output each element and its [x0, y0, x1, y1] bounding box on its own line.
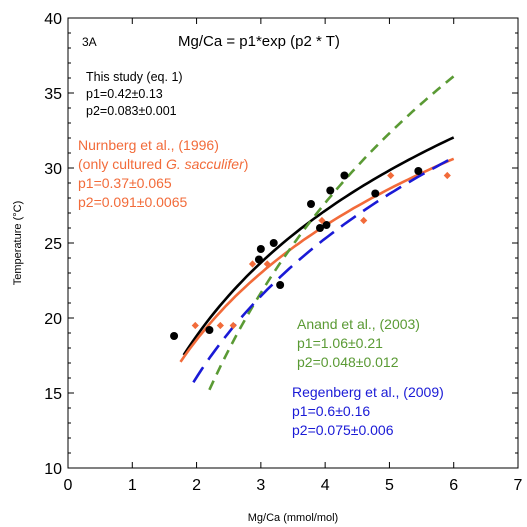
nurnberg-note: (only cultured G. sacculifer) [78, 156, 248, 172]
data-point-diamond [443, 171, 451, 180]
panel-label: 3A [82, 35, 97, 49]
x-tick-label: 6 [449, 477, 458, 494]
data-point-circle [307, 200, 315, 208]
plot-frame [67, 17, 519, 469]
this-study-title: This study (eq. 1) [86, 70, 183, 84]
data-point-diamond [191, 321, 199, 330]
nurnberg-title: Nurnberg et al., (1996) [78, 137, 219, 153]
x-tick-label: 3 [256, 477, 265, 494]
fit-curve-solid [179, 157, 455, 363]
x-tick-label: 0 [64, 477, 73, 494]
nurnberg-annotation: Nurnberg et al., (1996) (only cultured G… [78, 137, 248, 210]
data-point-diamond [318, 216, 326, 225]
y-tick-label: 25 [44, 236, 62, 253]
data-point-circle [254, 255, 263, 264]
nurnberg-note-species: G. sacculifer [166, 156, 245, 172]
data-point-circle [256, 245, 265, 253]
data-point-circle [205, 326, 214, 334]
data-point-circle [326, 186, 335, 195]
plot-area [67, 17, 519, 469]
regenberg-p2: p2=0.075±0.006 [292, 422, 394, 438]
x-axis-label: Mg/Ca (mmol/mol) [248, 512, 338, 524]
regenberg-p1: p1=0.6±0.16 [292, 403, 370, 419]
data-point-diamond [216, 321, 224, 330]
nurnberg-p1: p1=0.37±0.065 [78, 175, 172, 191]
y-tick-label: 40 [44, 11, 62, 28]
regenberg-title: Regenberg et al., (2009) [292, 384, 444, 400]
x-tick-label: 1 [128, 477, 137, 494]
data-point-circle [269, 239, 278, 247]
data-point-circle [322, 221, 331, 229]
anand-p1: p1=1.06±0.21 [297, 335, 383, 351]
data-point-diamond [229, 321, 237, 330]
nurnberg-note-prefix: (only cultured [78, 156, 166, 172]
anand-annotation: Anand et al., (2003) p1=1.06±0.21 p2=0.0… [297, 316, 420, 370]
data-point-circle [340, 171, 349, 180]
y-tick-label: 15 [44, 386, 62, 403]
data-point-diamond [263, 260, 271, 268]
data-point-circle [316, 224, 324, 232]
fit-curve-solid [182, 136, 455, 356]
data-point-circle [371, 189, 380, 198]
x-tick-label: 4 [321, 477, 330, 494]
nurnberg-p2: p2=0.091±0.0065 [78, 194, 188, 210]
anand-p2: p2=0.048±0.012 [297, 354, 399, 370]
data-points [170, 167, 451, 340]
this-study-p2: p2=0.083±0.001 [86, 104, 177, 118]
axes: 0 1 2 3 4 5 6 7 10 15 20 25 30 35 40 [44, 11, 522, 494]
y-tick-label: 30 [44, 161, 62, 178]
equation-title: Mg/Ca = p1*exp (p2 * T) [178, 33, 340, 50]
fit-curves [179, 75, 455, 391]
y-tick-label: 20 [44, 311, 62, 328]
fit-curve-dashed [208, 75, 455, 391]
data-point-circle [170, 332, 179, 340]
this-study-annotation: This study (eq. 1) p1=0.42±0.13 p2=0.083… [86, 70, 183, 118]
fit-curve-longdash [192, 156, 455, 383]
y-tick-label: 10 [44, 461, 62, 478]
x-tick-label: 2 [192, 477, 201, 494]
data-point-circle [414, 167, 423, 175]
nurnberg-note-suffix: ) [244, 156, 249, 172]
anand-title: Anand et al., (2003) [297, 316, 420, 332]
y-tick-label: 35 [44, 86, 62, 103]
regenberg-annotation: Regenberg et al., (2009) p1=0.6±0.16 p2=… [292, 384, 444, 438]
data-point-diamond [360, 216, 368, 225]
data-point-diamond [248, 260, 257, 268]
y-axis-label: Temperature (°C) [12, 201, 24, 285]
x-tick-label: 7 [514, 477, 523, 494]
this-study-p1: p1=0.42±0.13 [86, 87, 163, 101]
data-point-diamond [387, 171, 395, 180]
data-point-circle [276, 281, 285, 289]
x-tick-label: 5 [385, 477, 394, 494]
